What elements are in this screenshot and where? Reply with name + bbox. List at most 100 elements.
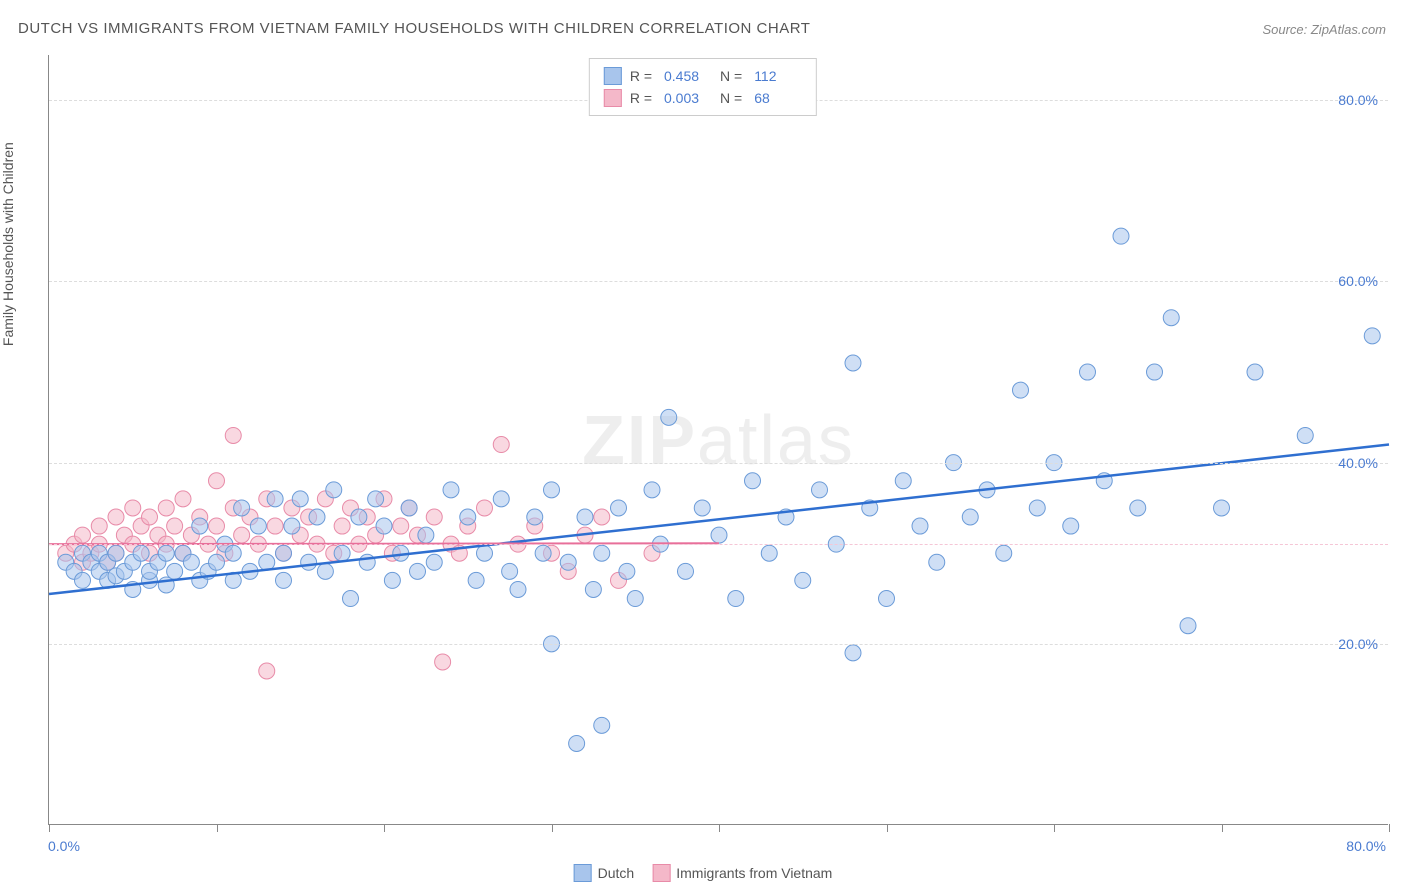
legend-row-vietnam: R = 0.003 N = 68	[604, 87, 802, 109]
data-point	[91, 518, 107, 534]
data-point	[728, 591, 744, 607]
data-point	[250, 518, 266, 534]
swatch-dutch-icon	[574, 864, 592, 882]
data-point	[1364, 328, 1380, 344]
chart-title: DUTCH VS IMMIGRANTS FROM VIETNAM FAMILY …	[18, 20, 810, 37]
data-point	[142, 509, 158, 525]
data-point	[661, 409, 677, 425]
data-point	[711, 527, 727, 543]
data-point	[410, 563, 426, 579]
n-label: N =	[720, 68, 742, 84]
legend-label-dutch: Dutch	[598, 865, 635, 881]
x-tick-end: 80.0%	[1346, 838, 1386, 854]
data-point	[108, 545, 124, 561]
data-point	[795, 572, 811, 588]
legend-series: Dutch Immigrants from Vietnam	[574, 864, 833, 882]
data-point	[167, 563, 183, 579]
data-point	[577, 509, 593, 525]
data-point	[225, 427, 241, 443]
data-point	[1080, 364, 1096, 380]
r-value-dutch: 0.458	[664, 68, 712, 84]
data-point	[158, 500, 174, 516]
x-tick	[1389, 824, 1390, 832]
gridline	[49, 463, 1388, 464]
data-point	[912, 518, 928, 534]
data-point	[493, 437, 509, 453]
n-label: N =	[720, 90, 742, 106]
data-point	[292, 491, 308, 507]
data-point	[594, 509, 610, 525]
data-point	[167, 518, 183, 534]
data-point	[845, 355, 861, 371]
data-point	[929, 554, 945, 570]
data-point	[535, 545, 551, 561]
data-point	[326, 482, 342, 498]
source-attr: Source: ZipAtlas.com	[1262, 22, 1386, 37]
data-point	[75, 572, 91, 588]
data-point	[209, 554, 225, 570]
data-point	[1029, 500, 1045, 516]
data-point	[259, 663, 275, 679]
data-point	[460, 509, 476, 525]
data-point	[1013, 382, 1029, 398]
data-point	[502, 563, 518, 579]
data-point	[569, 735, 585, 751]
gridline	[49, 281, 1388, 282]
legend-item-dutch: Dutch	[574, 864, 635, 882]
r-label: R =	[630, 68, 652, 84]
data-point	[435, 654, 451, 670]
data-point	[594, 545, 610, 561]
data-point	[209, 518, 225, 534]
plot-area: ZIPatlas 20.0%40.0%60.0%80.0%	[48, 55, 1388, 825]
y-tick-label: 20.0%	[1338, 636, 1378, 652]
gridline	[49, 644, 1388, 645]
x-tick	[887, 824, 888, 832]
data-point	[284, 518, 300, 534]
data-point	[812, 482, 828, 498]
x-tick-start: 0.0%	[48, 838, 80, 854]
data-point	[1180, 618, 1196, 634]
data-point	[1147, 364, 1163, 380]
data-point	[334, 518, 350, 534]
data-point	[158, 545, 174, 561]
data-point	[267, 491, 283, 507]
data-point	[678, 563, 694, 579]
data-point	[393, 518, 409, 534]
data-point	[644, 482, 660, 498]
data-point	[234, 527, 250, 543]
data-point	[477, 545, 493, 561]
data-point	[183, 554, 199, 570]
x-tick	[1054, 824, 1055, 832]
data-point	[192, 518, 208, 534]
data-point	[276, 572, 292, 588]
data-point	[694, 500, 710, 516]
legend-item-vietnam: Immigrants from Vietnam	[652, 864, 832, 882]
data-point	[527, 509, 543, 525]
data-point	[468, 572, 484, 588]
n-value-dutch: 112	[754, 68, 802, 84]
data-point	[585, 581, 601, 597]
data-point	[745, 473, 761, 489]
data-point	[544, 482, 560, 498]
data-point	[1214, 500, 1230, 516]
x-tick	[719, 824, 720, 832]
data-point	[845, 645, 861, 661]
data-point	[384, 572, 400, 588]
y-axis-label: Family Households with Children	[0, 142, 16, 346]
data-point	[234, 500, 250, 516]
x-tick	[1222, 824, 1223, 832]
chart-canvas	[49, 55, 1388, 824]
x-tick	[552, 824, 553, 832]
swatch-vietnam-icon	[652, 864, 670, 882]
data-point	[334, 545, 350, 561]
data-point	[426, 509, 442, 525]
data-point	[276, 545, 292, 561]
data-point	[125, 500, 141, 516]
data-point	[309, 509, 325, 525]
data-point	[418, 527, 434, 543]
data-point	[761, 545, 777, 561]
data-point	[1130, 500, 1146, 516]
legend-row-dutch: R = 0.458 N = 112	[604, 65, 802, 87]
data-point	[209, 473, 225, 489]
data-point	[477, 500, 493, 516]
